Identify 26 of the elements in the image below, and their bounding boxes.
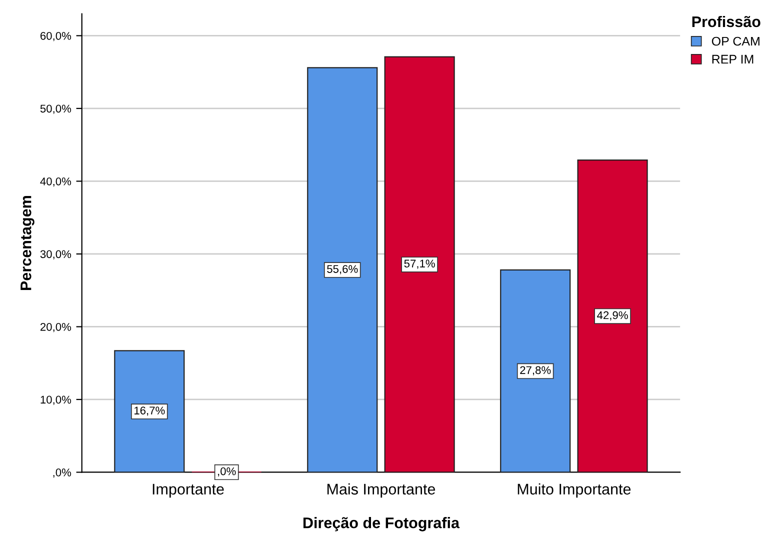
data-label: 42,9%: [597, 311, 628, 320]
data-label: 57,1%: [404, 260, 435, 269]
x-tick-label: Muito Importante: [518, 483, 631, 498]
data-label: 27,8%: [520, 366, 551, 376]
y-axis-title: Percentagem: [20, 196, 34, 290]
bar: [577, 160, 648, 472]
y-tick-label: 50,0%: [40, 104, 72, 114]
bar: [384, 56, 455, 472]
y-tick-label: 20,0%: [40, 322, 72, 332]
y-tick-label: 30,0%: [40, 250, 72, 260]
x-tick-label: Importante: [152, 484, 224, 498]
y-tick-label: ,0%: [53, 468, 72, 478]
legend-label: OP CAM: [712, 36, 760, 46]
data-label: 16,7%: [134, 406, 165, 416]
bar: [500, 269, 571, 472]
legend-title: Profissão: [692, 16, 760, 28]
y-tick-label: 10,0%: [40, 396, 72, 405]
x-axis-title: Direção de Fotografia: [303, 517, 460, 532]
data-label: ,0%: [218, 467, 236, 477]
bar: [307, 67, 378, 472]
x-tick-label: Mais Importante: [327, 483, 436, 498]
bar: [114, 350, 185, 472]
legend-label: REP IM: [712, 54, 754, 64]
data-label: 55,6%: [327, 265, 358, 274]
y-tick-label: 60,0%: [40, 32, 72, 42]
y-tick-label: 40,0%: [40, 177, 72, 187]
